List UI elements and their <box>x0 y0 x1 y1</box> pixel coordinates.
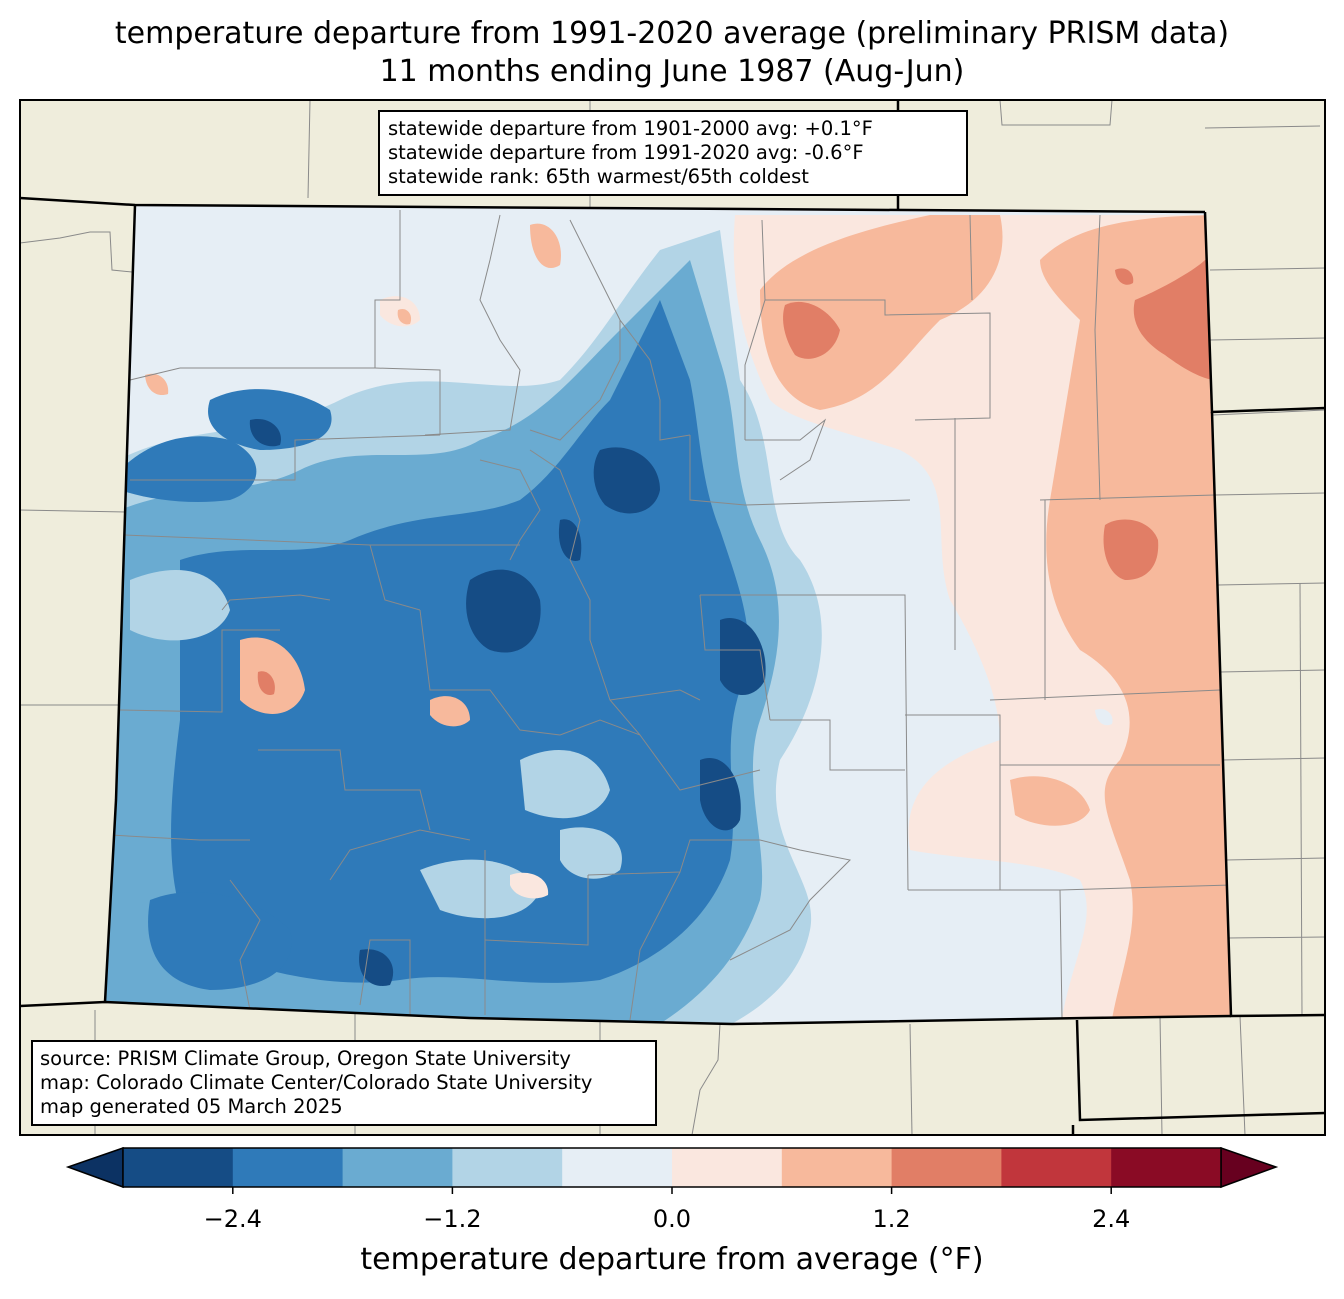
colorbar-overflow-arrow <box>1220 1146 1279 1189</box>
colorbar-bin <box>672 1148 783 1187</box>
state-borders <box>20 100 1325 1135</box>
colorbar-underflow-arrow <box>65 1146 124 1189</box>
colorbar <box>65 1146 1279 1194</box>
colorbar-tick-label: −2.4 <box>203 1205 262 1233</box>
colorbar-bin <box>232 1148 344 1187</box>
colorbar-bin <box>562 1148 673 1187</box>
colorbar-tick-label: 1.2 <box>872 1205 911 1233</box>
map-frame <box>19 99 1326 1136</box>
temperature-field <box>105 205 1231 1024</box>
colorbar-bin <box>342 1148 453 1187</box>
colorbar-bin <box>891 1148 1002 1187</box>
colorbar-bin <box>123 1148 234 1187</box>
colorbar-tick-label: −1.2 <box>423 1205 482 1233</box>
statewide-departure-1901-2000: statewide departure from 1901-2000 avg: … <box>388 117 873 140</box>
colorbar-label: temperature departure from average (°F) <box>360 1242 984 1277</box>
county-lines <box>109 210 1231 1021</box>
colorbar-bin <box>1111 1148 1222 1187</box>
source-credit: source: PRISM Climate Group, Oregon Stat… <box>40 1047 571 1070</box>
map-generated-date: map generated 05 March 2025 <box>40 1095 343 1118</box>
map-title-line-1: temperature departure from 1991-2020 ave… <box>114 16 1230 51</box>
statewide-stats-box: statewide departure from 1901-2000 avg: … <box>378 110 968 196</box>
colorbar-bin <box>452 1148 563 1187</box>
colorbar-bin <box>1001 1148 1112 1187</box>
map-credit: map: Colorado Climate Center/Colorado St… <box>40 1071 593 1094</box>
statewide-rank: statewide rank: 65th warmest/65th coldes… <box>388 165 809 188</box>
statewide-departure-1991-2020: statewide departure from 1991-2020 avg: … <box>388 141 864 164</box>
map-title-line-2: 11 months ending June 1987 (Aug-Jun) <box>379 54 965 89</box>
colorbar-tick-label: 2.4 <box>1092 1205 1131 1233</box>
colorbar-tick-label: 0.0 <box>652 1205 692 1233</box>
source-credit-box: source: PRISM Climate Group, Oregon Stat… <box>31 1040 657 1126</box>
colorbar-bin <box>781 1148 893 1187</box>
